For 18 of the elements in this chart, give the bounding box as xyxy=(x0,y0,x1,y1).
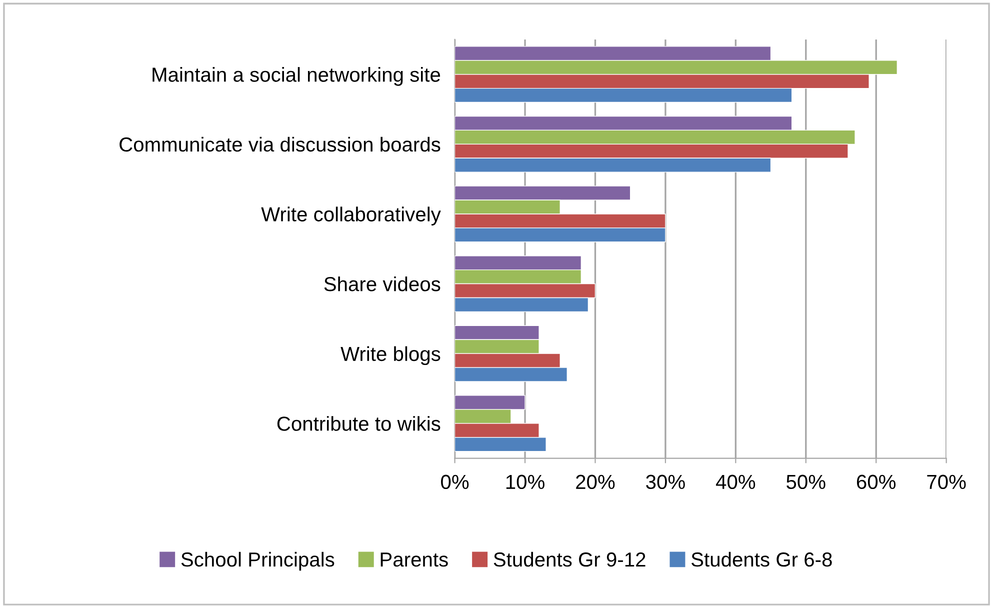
y-tick-label: Maintain a social networking site xyxy=(152,67,440,86)
legend-label: Students Gr 9-12 xyxy=(494,552,646,567)
x-tick-label: 60% xyxy=(856,474,896,490)
y-tick-label: Communicate via discussion boards xyxy=(120,136,440,152)
x-tick-label: 50% xyxy=(786,474,826,490)
legend-label: Students Gr 6-8 xyxy=(691,552,832,567)
y-tick-label: Write blogs xyxy=(340,346,440,366)
x-tick-label: 70% xyxy=(927,474,966,490)
y-tick-label: Write collaboratively xyxy=(261,206,441,226)
x-tick-label: 0% xyxy=(441,474,469,490)
y-tick-label: Share videos xyxy=(324,276,440,292)
y-tick-label: Contribute to wikis xyxy=(277,416,440,431)
legend-label: Parents xyxy=(380,552,448,567)
x-tick-label: 30% xyxy=(646,474,685,490)
x-tick-label: 10% xyxy=(506,474,544,490)
x-tick-label: 20% xyxy=(576,474,615,490)
legend-label: School Principals xyxy=(181,552,334,571)
x-tick-label: 40% xyxy=(716,474,756,490)
